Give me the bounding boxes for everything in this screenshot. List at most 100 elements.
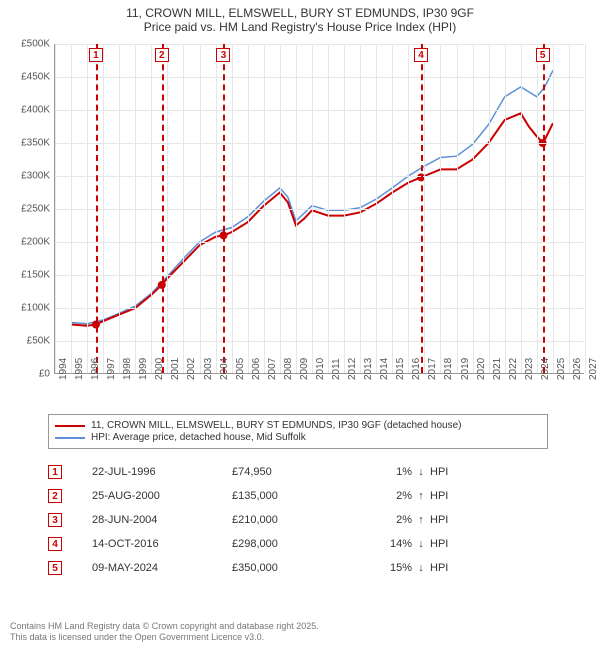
legend: 11, CROWN MILL, ELMSWELL, BURY ST EDMUND… [48, 414, 548, 449]
event-hpi-label: HPI [430, 514, 470, 526]
event-row: 4 14-OCT-2016£298,00014%↓HPI [48, 532, 548, 556]
event-pct: 15% [352, 562, 412, 574]
event-hpi-label: HPI [430, 490, 470, 502]
event-date: 28-JUN-2004 [92, 514, 232, 526]
event-pct: 2% [352, 514, 412, 526]
event-date: 22-JUL-1996 [92, 466, 232, 478]
event-row: 3 28-JUN-2004£210,0002%↑HPI [48, 508, 548, 532]
x-tick-label: 1998 [122, 358, 133, 380]
event-row: 1 22-JUL-1996£74,9501%↓HPI [48, 460, 548, 484]
event-marker-box: 2 [155, 48, 169, 62]
x-tick-label: 2016 [411, 358, 422, 380]
event-marker-box: 4 [414, 48, 428, 62]
x-tick-label: 1999 [138, 358, 149, 380]
x-tick-label: 1997 [106, 358, 117, 380]
footer-line-2: This data is licensed under the Open Gov… [10, 632, 590, 644]
legend-label-blue: HPI: Average price, detached house, Mid … [91, 432, 306, 443]
event-line [162, 44, 164, 373]
chart-title-1: 11, CROWN MILL, ELMSWELL, BURY ST EDMUND… [0, 6, 600, 20]
x-tick-label: 1994 [58, 358, 69, 380]
x-tick-label: 2019 [460, 358, 471, 380]
event-line [421, 44, 423, 373]
y-tick-label: £200K [10, 237, 50, 248]
event-date: 09-MAY-2024 [92, 562, 232, 574]
plot-region: 1 2 3 4 5 [54, 44, 584, 374]
x-tick-label: 2007 [267, 358, 278, 380]
y-tick-label: £500K [10, 39, 50, 50]
event-arrow-icon: ↑ [412, 490, 430, 502]
x-tick-label: 2027 [588, 358, 599, 380]
x-tick-label: 2022 [508, 358, 519, 380]
event-number: 1 [48, 465, 62, 479]
x-tick-label: 2005 [235, 358, 246, 380]
event-line [96, 44, 98, 373]
x-tick-label: 2009 [299, 358, 310, 380]
legend-swatch-blue [55, 437, 85, 439]
event-arrow-icon: ↓ [412, 538, 430, 550]
y-tick-label: £400K [10, 105, 50, 116]
event-number: 5 [48, 561, 62, 575]
event-row: 2 25-AUG-2000£135,0002%↑HPI [48, 484, 548, 508]
y-tick-label: £150K [10, 270, 50, 281]
event-date: 14-OCT-2016 [92, 538, 232, 550]
x-tick-label: 2010 [315, 358, 326, 380]
x-tick-label: 2018 [443, 358, 454, 380]
y-tick-label: £50K [10, 336, 50, 347]
x-tick-label: 2025 [556, 358, 567, 380]
x-tick-label: 2006 [251, 358, 262, 380]
y-tick-label: £0 [10, 369, 50, 380]
event-pct: 14% [352, 538, 412, 550]
y-tick-label: £350K [10, 138, 50, 149]
x-tick-label: 2020 [476, 358, 487, 380]
x-tick-label: 2000 [154, 358, 165, 380]
x-tick-label: 2008 [283, 358, 294, 380]
x-tick-label: 2024 [540, 358, 551, 380]
event-price: £298,000 [232, 538, 352, 550]
event-marker-box: 3 [216, 48, 230, 62]
event-arrow-icon: ↑ [412, 514, 430, 526]
legend-swatch-red [55, 425, 85, 427]
event-pct: 2% [352, 490, 412, 502]
y-tick-label: £250K [10, 204, 50, 215]
x-tick-label: 2002 [186, 358, 197, 380]
footer: Contains HM Land Registry data © Crown c… [10, 621, 590, 644]
event-price: £74,950 [232, 466, 352, 478]
event-line [223, 44, 225, 373]
event-arrow-icon: ↓ [412, 562, 430, 574]
x-tick-label: 1995 [74, 358, 85, 380]
event-number: 2 [48, 489, 62, 503]
chart-title-2: Price paid vs. HM Land Registry's House … [0, 20, 600, 34]
x-tick-label: 2011 [331, 358, 342, 380]
x-tick-label: 2014 [379, 358, 390, 380]
y-tick-label: £100K [10, 303, 50, 314]
x-tick-label: 2021 [492, 358, 503, 380]
event-number: 4 [48, 537, 62, 551]
event-price: £210,000 [232, 514, 352, 526]
legend-label-red: 11, CROWN MILL, ELMSWELL, BURY ST EDMUND… [91, 420, 462, 431]
event-number: 3 [48, 513, 62, 527]
y-tick-label: £300K [10, 171, 50, 182]
y-tick-label: £450K [10, 72, 50, 83]
chart-area: 1 2 3 4 5 £0 £50K £100K £150K £200K £250K £300K £35… [10, 44, 590, 404]
x-tick-label: 2012 [347, 358, 358, 380]
event-line [543, 44, 545, 373]
x-tick-label: 2017 [427, 358, 438, 380]
event-price: £135,000 [232, 490, 352, 502]
event-hpi-label: HPI [430, 466, 470, 478]
event-arrow-icon: ↓ [412, 466, 430, 478]
x-tick-label: 2023 [524, 358, 535, 380]
x-tick-label: 2004 [219, 358, 230, 380]
event-date: 25-AUG-2000 [92, 490, 232, 502]
x-tick-label: 2015 [395, 358, 406, 380]
event-pct: 1% [352, 466, 412, 478]
event-marker-box: 1 [89, 48, 103, 62]
event-hpi-label: HPI [430, 562, 470, 574]
event-row: 509-MAY-2024£350,00015%↓HPI [48, 556, 548, 580]
x-tick-label: 2003 [203, 358, 214, 380]
event-hpi-label: HPI [430, 538, 470, 550]
events-table: 122-JUL-1996£74,9501%↓HPI225-AUG-2000£13… [48, 460, 548, 580]
event-marker-box: 5 [536, 48, 550, 62]
x-tick-label: 2001 [170, 358, 181, 380]
x-tick-label: 1996 [90, 358, 101, 380]
x-tick-label: 2013 [363, 358, 374, 380]
